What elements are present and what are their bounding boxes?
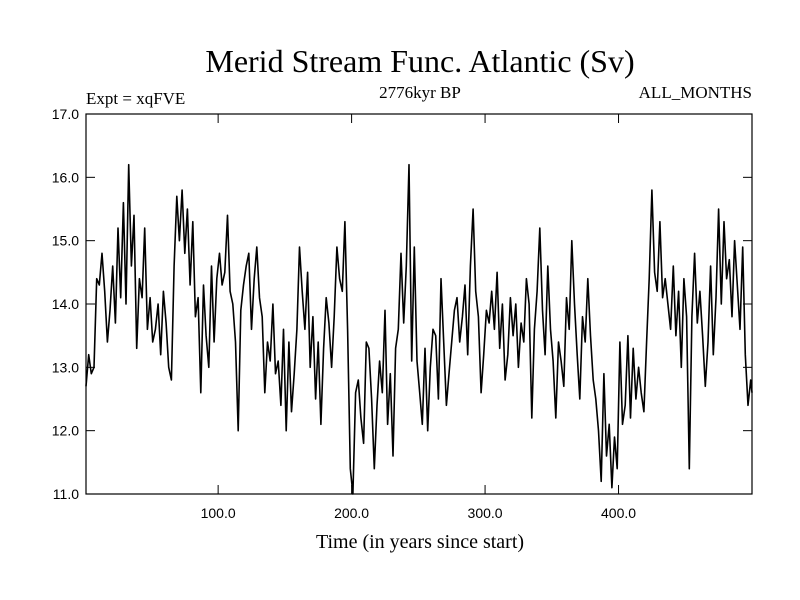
x-tick-label: 400.0 — [601, 505, 636, 521]
x-axis-label: Time (in years since start) — [316, 531, 524, 553]
y-tick-label: 12.0 — [52, 423, 79, 439]
x-axis: 100.0 200.0 300.0 400.0 — [201, 114, 636, 521]
series-line-atlantic-msf — [85, 163, 753, 495]
x-tick-label: 300.0 — [468, 505, 503, 521]
x-tick-label: 100.0 — [201, 505, 236, 521]
chart-subtitle-right: ALL_MONTHS — [639, 83, 752, 102]
y-axis: 11.0 12.0 13.0 14.0 15.0 16.0 17.0 — [52, 106, 752, 502]
chart-subtitle-left: Expt = xqFVE — [86, 89, 185, 108]
y-tick-label: 11.0 — [53, 486, 79, 502]
y-tick-label: 16.0 — [52, 169, 79, 185]
x-tick-label: 200.0 — [334, 505, 369, 521]
y-tick-label: 17.0 — [52, 106, 79, 122]
y-tick-label: 13.0 — [52, 359, 79, 375]
chart-title: Merid Stream Func. Atlantic (Sv) — [205, 43, 634, 79]
y-tick-label: 15.0 — [52, 233, 79, 249]
chart-subtitle-center: 2776kyr BP — [379, 83, 461, 102]
y-tick-label: 14.0 — [52, 296, 79, 312]
plot-frame — [85, 113, 753, 495]
